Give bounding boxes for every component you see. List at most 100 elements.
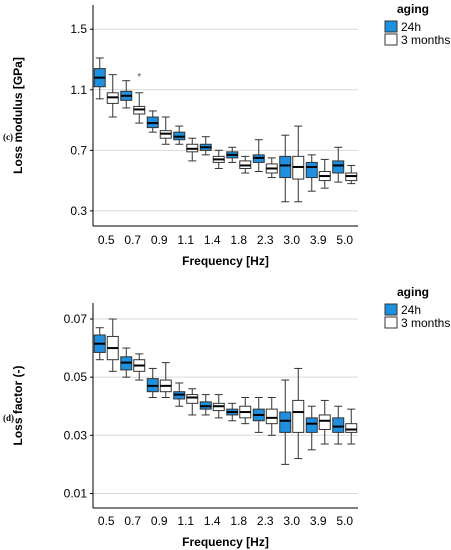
x-tick-label: 3.0 (283, 514, 300, 528)
legend-swatch-3-months (384, 33, 398, 46)
box-body (332, 160, 345, 174)
x-axis-title: Frequency [Hz] (182, 254, 269, 268)
box-24h-1.8 (226, 402, 239, 422)
x-tick-label: 1.8 (230, 514, 247, 528)
legend-label-24h: 24h (401, 303, 421, 317)
box-3-months-1.1 (186, 137, 199, 162)
panel-label: (c) (3, 132, 13, 142)
x-tick-label: 0.9 (151, 514, 168, 528)
x-tick-label: 1.1 (177, 514, 194, 528)
box-3-months-0.5 (106, 74, 119, 118)
x-tick-label: 1.1 (177, 233, 194, 247)
x-tick-label: 0.5 (98, 514, 115, 528)
loss-modulus-panel: 0.3 0.7 1.1 1.5 0.5 0.7 0.9 1.1 1.4 1.8 2.3 3.0 3.9 5… (3, 2, 450, 268)
legend-title: aging (397, 285, 429, 299)
legend-title: aging (397, 2, 429, 16)
y-axis-title: Loss modulus [GPa] (11, 57, 25, 174)
legend-label-24h: 24h (401, 20, 421, 34)
y-tick-label: 0.05 (64, 370, 88, 384)
box-3-months-3.9 (318, 158, 331, 189)
box-24h-2.3 (252, 139, 265, 173)
box-3-months-0.7 (133, 92, 146, 124)
box-24h-1.1 (173, 382, 186, 407)
x-tick-label: 0.9 (151, 233, 168, 247)
box-24h-0.7 (120, 80, 133, 109)
legend-swatch-24h (384, 303, 398, 316)
box-3-months-1.4 (212, 149, 225, 169)
box-body (186, 394, 199, 404)
box-body (305, 161, 318, 179)
y-tick-label: 1.1 (70, 83, 87, 97)
legend-label-3-months: 3 months (401, 33, 450, 47)
box-3-months-1.1 (186, 388, 199, 416)
y-tick-label: 0.07 (64, 312, 88, 326)
x-tick-label: 3.9 (310, 514, 327, 528)
box-24h-5.0 (332, 405, 345, 445)
box-24h-0.9 (146, 367, 159, 399)
box-24h-0.9 (146, 110, 159, 133)
box-body (332, 417, 345, 433)
box-body (305, 417, 318, 433)
outlier-marker: * (137, 72, 141, 83)
y-axis-title: Loss factor (-) (11, 365, 25, 445)
box-24h-1.4 (199, 394, 212, 416)
box-24h-3.9 (305, 405, 318, 451)
box-24h-3.0 (279, 134, 292, 203)
y-tick-label: 0.7 (70, 143, 87, 157)
legend-swatch-24h (384, 20, 398, 33)
x-tick-label: 5.0 (336, 233, 353, 247)
box-3-months-3.0 (292, 125, 305, 203)
x-tick-label: 0.7 (124, 233, 141, 247)
x-axis-title: Frequency [Hz] (182, 535, 269, 549)
box-3-months-2.3 (265, 397, 278, 436)
box-24h-0.5 (93, 57, 106, 100)
box-3-months-1.4 (212, 394, 225, 419)
x-tick-label: 1.4 (204, 233, 221, 247)
x-tick-label: 2.3 (257, 514, 274, 528)
box-24h-3.9 (305, 154, 318, 192)
box-24h-3.0 (279, 379, 292, 465)
x-tick-label: 1.8 (230, 233, 247, 247)
box-body (279, 411, 292, 433)
x-tick-label: 0.5 (98, 233, 115, 247)
y-tick-label: 1.5 (70, 22, 87, 36)
box-3-months-1.8 (239, 155, 252, 174)
y-tick-label: 0.01 (64, 486, 88, 500)
box-3-months-3.0 (292, 367, 305, 460)
box-body (279, 155, 292, 179)
x-tick-label: 3.0 (283, 233, 300, 247)
box-24h-1.4 (199, 136, 212, 156)
box-3-months-0.9 (159, 116, 172, 145)
box-24h-1.8 (226, 146, 239, 163)
box-24h-0.5 (93, 327, 106, 361)
x-tick-label: 5.0 (336, 514, 353, 528)
box-3-months-5.0 (345, 408, 358, 445)
x-tick-label: 2.3 (257, 233, 274, 247)
box-3-months-0.7 (133, 353, 146, 381)
box-3-months-1.8 (239, 397, 252, 425)
x-tick-label: 3.9 (310, 233, 327, 247)
box-body (318, 414, 331, 430)
box-24h-0.7 (120, 347, 133, 378)
box-3-months-3.9 (318, 399, 331, 445)
panel-label: (d) (3, 413, 14, 423)
box-3-months-2.3 (265, 157, 278, 179)
box-3-months-5.0 (345, 164, 358, 185)
legend-swatch-3-months (384, 316, 398, 329)
y-tick-label: 0.03 (64, 428, 88, 442)
box-body (292, 399, 305, 433)
x-tick-label: 1.4 (204, 514, 221, 528)
box-24h-5.0 (332, 146, 345, 183)
box-body (265, 408, 278, 425)
box-3-months-0.9 (159, 362, 172, 399)
box-body (345, 423, 358, 433)
box-24h-1.1 (173, 125, 186, 145)
legend-label-3-months: 3 months (401, 316, 450, 330)
box-24h-2.3 (252, 397, 265, 433)
y-tick-label: 0.3 (70, 204, 87, 218)
loss-factor-panel: 0.01 0.03 0.05 0.07 0.5 0.7 0.9 1.1 1.4 1.8 2.3 3.0… (3, 285, 450, 549)
box-3-months-0.5 (106, 318, 119, 372)
